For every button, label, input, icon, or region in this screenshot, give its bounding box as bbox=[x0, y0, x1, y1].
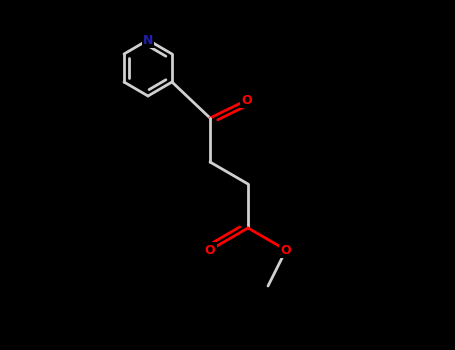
Text: O: O bbox=[242, 93, 253, 106]
Text: O: O bbox=[205, 244, 215, 257]
Text: N: N bbox=[143, 34, 153, 47]
Text: O: O bbox=[281, 244, 291, 257]
